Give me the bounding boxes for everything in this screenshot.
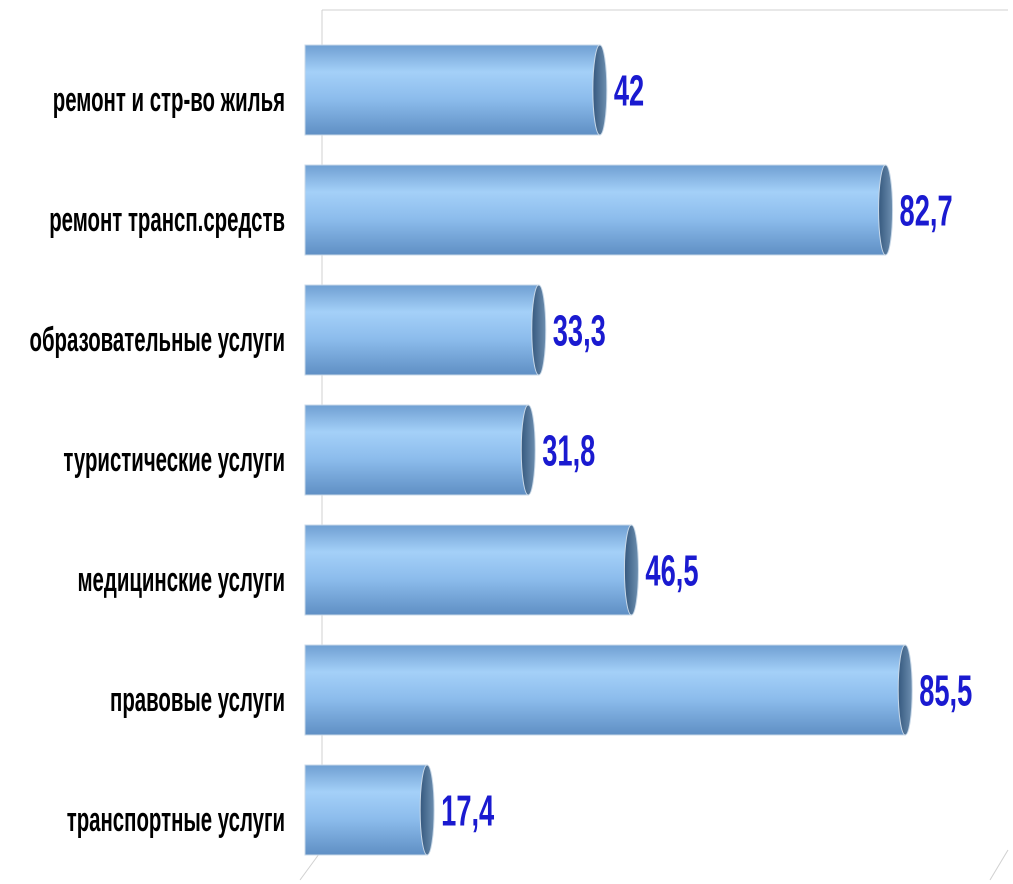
bar-cap (897, 644, 913, 736)
bar (304, 44, 608, 136)
y-tick-label: ремонт трансп.средств (49, 201, 285, 239)
y-tick-label-group: образовательные услуги (30, 321, 285, 359)
bar-body (304, 284, 540, 376)
value-label-group: 82,7 (900, 186, 953, 235)
bar (304, 644, 913, 736)
bar-cap (878, 164, 894, 256)
y-tick-label: образовательные услуги (30, 321, 285, 359)
y-tick-label: ремонт и стр-во жилья (53, 81, 285, 119)
value-label: 33,3 (553, 306, 606, 355)
y-tick-label: правовые услуги (110, 681, 285, 719)
value-label-group: 31,8 (542, 426, 595, 475)
bar-body (304, 404, 529, 496)
bar-body (304, 164, 887, 256)
value-label-group: 46,5 (645, 546, 698, 595)
bar (304, 764, 435, 856)
y-tick-label-group: ремонт трансп.средств (49, 201, 285, 239)
value-label: 85,5 (919, 666, 972, 715)
value-label-group: 33,3 (553, 306, 606, 355)
value-label: 46,5 (645, 546, 698, 595)
bar-cap (623, 524, 639, 616)
bar-body (304, 764, 428, 856)
bar-cap (592, 44, 608, 136)
bar-body (304, 44, 601, 136)
value-label: 42 (614, 66, 644, 115)
value-label-group: 85,5 (919, 666, 972, 715)
bar-body (304, 524, 632, 616)
bar (304, 164, 894, 256)
y-tick-label: туристические услуги (63, 441, 285, 479)
bar-cap (531, 284, 547, 376)
y-tick-label-group: туристические услуги (63, 441, 285, 479)
y-tick-label-group: правовые услуги (110, 681, 285, 719)
bar (304, 404, 536, 496)
value-label: 31,8 (542, 426, 595, 475)
bar-body (304, 644, 906, 736)
value-label-group: 42 (614, 66, 644, 115)
bar-cap (419, 764, 435, 856)
y-tick-label: медицинские услуги (77, 561, 285, 599)
y-tick-label-group: медицинские услуги (77, 561, 285, 599)
y-tick-label: транспортные услуги (67, 801, 285, 839)
value-label-group: 17,4 (441, 786, 495, 835)
bar (304, 524, 639, 616)
y-tick-label-group: транспортные услуги (67, 801, 285, 839)
bar (304, 284, 547, 376)
value-label: 17,4 (441, 786, 495, 835)
bar-cap (520, 404, 536, 496)
value-label: 82,7 (900, 186, 953, 235)
y-tick-label-group: ремонт и стр-во жилья (53, 81, 285, 119)
